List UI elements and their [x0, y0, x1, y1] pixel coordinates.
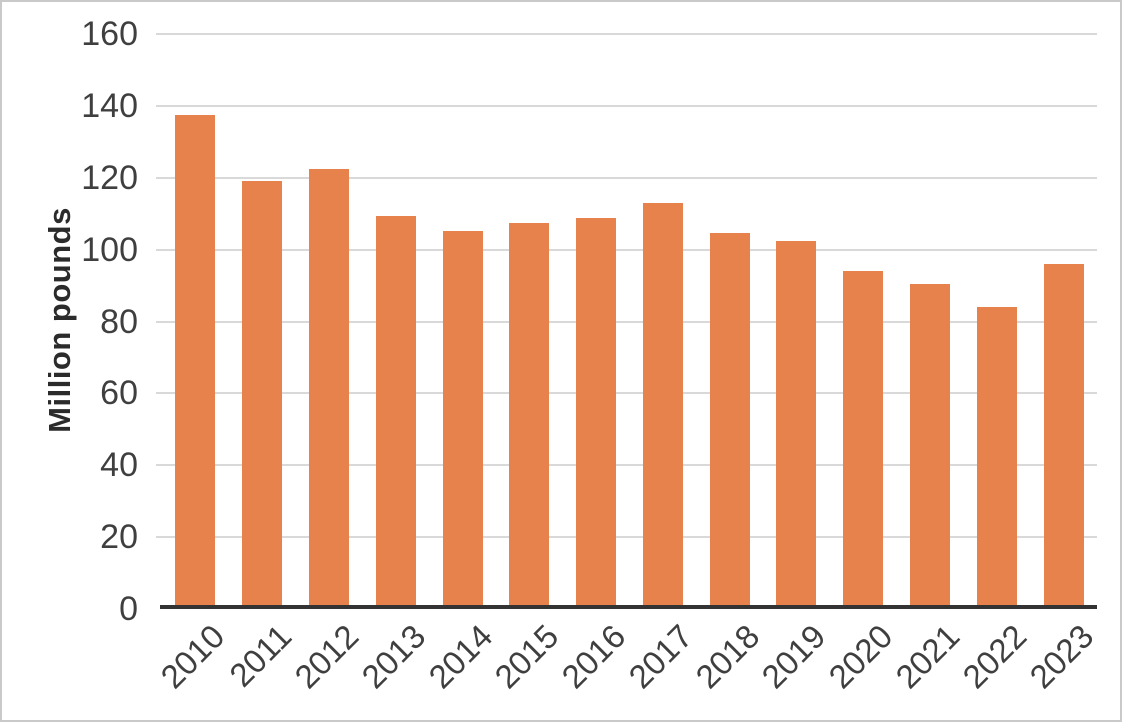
y-axis-tick-label: 160: [81, 15, 138, 53]
y-axis-tick-label: 100: [81, 230, 138, 269]
gridline: [156, 464, 1097, 467]
gridline: [156, 176, 1097, 179]
gridline: [156, 392, 1097, 395]
bar: [509, 223, 550, 609]
bar: [576, 217, 617, 609]
gridline: [156, 33, 1097, 35]
y-axis-tick-label: 60: [100, 374, 138, 413]
bar: [175, 114, 216, 609]
y-axis-tick-label: 0: [119, 590, 138, 628]
x-axis-line: [160, 605, 1097, 609]
gridline: [156, 248, 1097, 251]
y-axis-tick-label: 120: [81, 158, 138, 197]
bar: [843, 271, 884, 609]
bar: [375, 216, 416, 609]
bar: [242, 181, 283, 609]
y-axis-tick-label: 40: [100, 446, 138, 485]
y-axis-tick-label: 140: [81, 86, 138, 125]
bar: [642, 202, 683, 609]
bar: [442, 230, 483, 609]
bar: [308, 168, 349, 609]
bar: [1043, 263, 1084, 609]
gridline: [156, 536, 1097, 539]
y-axis-tick-label: 20: [100, 518, 138, 557]
bar: [709, 233, 750, 609]
gridline: [156, 320, 1097, 323]
bar: [976, 307, 1017, 609]
bar: [910, 283, 951, 609]
gridline: [156, 104, 1097, 107]
bar: [776, 241, 817, 609]
y-axis-tick-label: 80: [100, 302, 138, 341]
